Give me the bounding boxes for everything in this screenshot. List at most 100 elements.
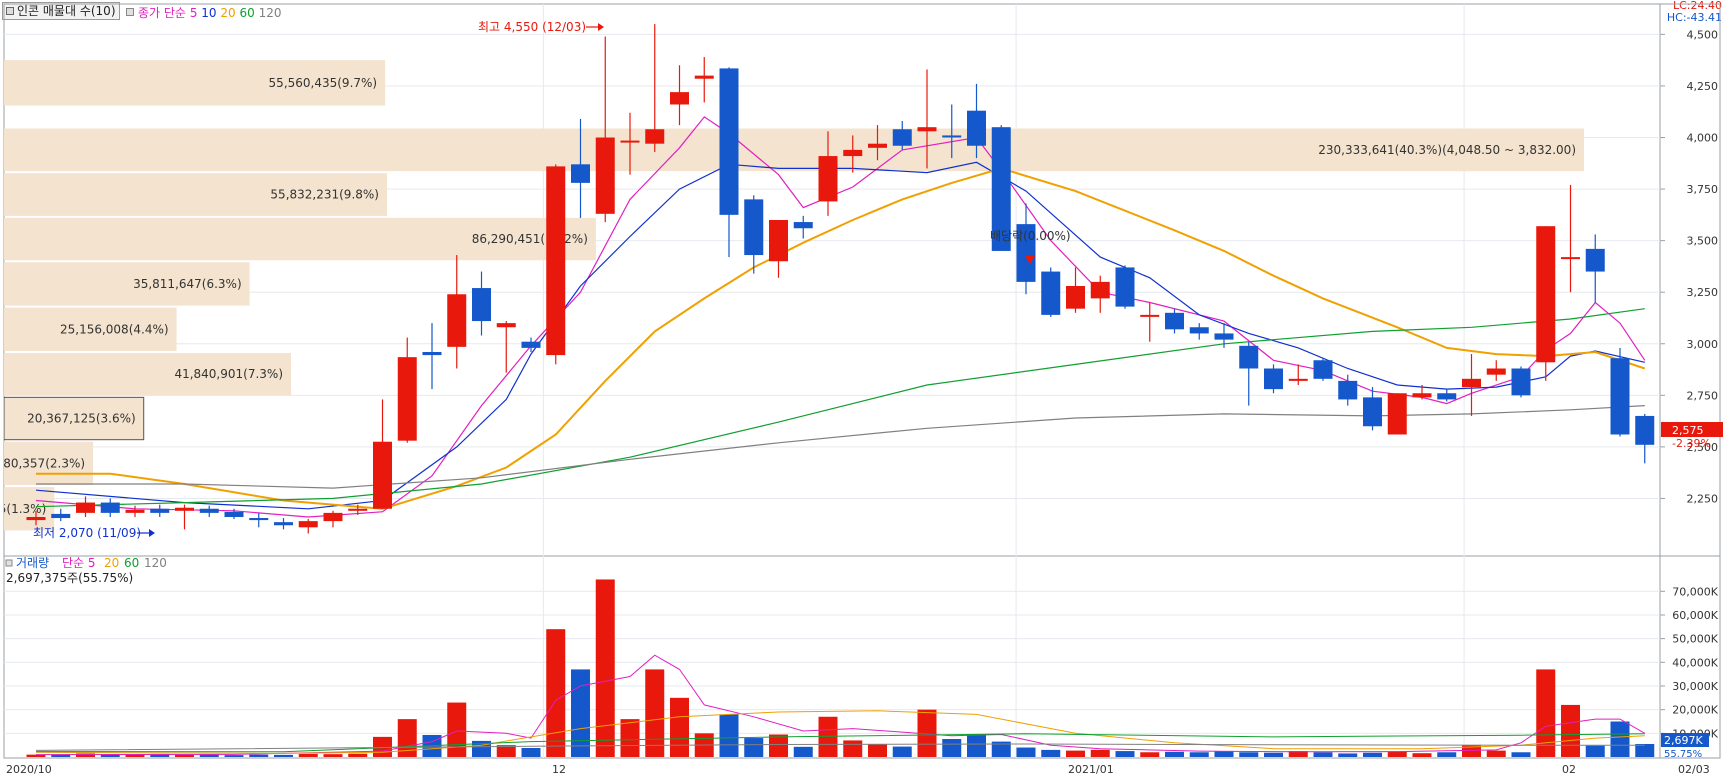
volume-bar (1585, 745, 1605, 757)
candle-body (26, 517, 46, 521)
candle-body (719, 68, 739, 215)
current-price-label: 2,575 (1672, 424, 1704, 437)
ma-legend-5: 5 (189, 6, 198, 20)
candle-body (1610, 358, 1630, 435)
ma-legend-120: 120 (258, 6, 282, 20)
price-tick-label: 4,250 (1687, 80, 1719, 93)
volume-bar (1486, 750, 1506, 757)
volume-bar (719, 714, 739, 757)
candle-body (1585, 248, 1605, 272)
candle-body (1041, 271, 1061, 315)
volume-bar (1387, 751, 1407, 757)
volume-legend-60: 60 (124, 556, 139, 570)
candle-body (397, 357, 417, 441)
volume-bar (1437, 752, 1457, 757)
volume-profile-band (4, 396, 145, 441)
volume-bar (595, 579, 615, 757)
candle-body (150, 508, 170, 513)
price-tick-label: 2,500 (1687, 441, 1719, 454)
volume-bar (521, 748, 541, 757)
volume-profile-label: 55,560,435(9.7%) (269, 76, 378, 90)
candle-body (496, 323, 516, 328)
candle-body (1635, 415, 1655, 445)
volume-tick-label: 70,000K (1672, 585, 1718, 598)
volume-tick-label: 20,000K (1672, 704, 1718, 717)
low-arrowhead-icon (149, 529, 155, 537)
volume-profile-label: 25,156,008(4.4%) (60, 322, 169, 336)
low-annotation: 최저 2,070 (11/09) (33, 526, 141, 540)
ma-legend[interactable]: 종가 단순 5 10 20 60 120 (126, 4, 282, 21)
volume-bar (942, 739, 962, 757)
candle-body (348, 508, 368, 511)
candle-body (447, 294, 467, 347)
volume-profile-band (4, 487, 55, 531)
volume-legend-box-icon (5, 559, 13, 567)
volume-bar (1189, 752, 1209, 757)
volume-profile-band (4, 128, 1584, 172)
volume-bar (26, 754, 46, 757)
ma-line-60 (35, 308, 1645, 508)
candle-body (595, 137, 615, 214)
indicator-chip[interactable]: 인콘 매물대 수(10) (2, 2, 120, 20)
candle-body (1412, 393, 1432, 398)
volume-bar (868, 743, 887, 757)
volume-bar (125, 754, 145, 757)
volume-bar (1214, 751, 1234, 757)
candle-body (645, 129, 665, 144)
volume-bar (1165, 751, 1184, 757)
volume-bar (1363, 752, 1382, 757)
volume-profile-label: 41,840,901(7.3%) (174, 367, 283, 381)
candle-body (1165, 312, 1184, 330)
candle-body (793, 222, 813, 229)
current-change-label: -2.39% (1672, 437, 1711, 450)
candle-body (1115, 267, 1135, 307)
volume-bar (1313, 752, 1333, 757)
volume-profile-band (4, 353, 292, 396)
candle-body (769, 220, 788, 262)
volume-profile-band (4, 217, 596, 261)
candle-body (1313, 360, 1333, 379)
volume-bar (1066, 750, 1085, 757)
volume-legend-label[interactable]: 거래량 (16, 556, 49, 570)
candle-body (1338, 380, 1358, 400)
ma-line-20 (36, 167, 1646, 510)
volume-bar (670, 697, 689, 757)
volume-bar (843, 740, 863, 757)
volume-bar (150, 753, 170, 757)
candle-body (1066, 286, 1085, 309)
candle-body (744, 199, 764, 256)
candle-body (1363, 397, 1382, 427)
volume-profile-label: 7,327,145(1.3%) (0, 502, 46, 516)
volume-bar (224, 755, 244, 757)
candle-body (323, 512, 343, 522)
ma-legend-60: 60 (239, 6, 255, 20)
price-tick-label: 3,000 (1687, 338, 1719, 351)
candle-body (620, 140, 640, 143)
volume-bar (1041, 749, 1061, 757)
candle-body (1189, 327, 1209, 334)
lc-hc-readout: LC:24.40 HC:-43.41 (1667, 0, 1722, 24)
volume-bar (249, 754, 269, 757)
volume-bar (1610, 721, 1630, 757)
volume-profile-band (4, 173, 387, 216)
ma-line-10 (35, 161, 1645, 510)
ma-legend-10: 10 (201, 6, 217, 20)
volume-tick-label: 60,000K (1672, 609, 1718, 622)
candle-body (892, 129, 912, 146)
candle-body (298, 521, 318, 528)
current-volume-label: 2,697K (1664, 734, 1703, 747)
volume-legend-120: 120 (144, 556, 167, 570)
candle-body (1264, 368, 1283, 390)
x-label-02: 02 (1562, 763, 1576, 776)
current-price-tag (1661, 422, 1723, 437)
candle-body (967, 110, 986, 146)
volume-bar (1140, 752, 1160, 757)
indicator-chip-label: 인콘 매물대 수(10) (17, 4, 116, 18)
volume-legend-ma[interactable]: 단순 5 (62, 556, 96, 570)
volume-bar (967, 734, 986, 757)
candle-body (472, 288, 491, 322)
price-tick-label: 4,000 (1687, 132, 1719, 145)
price-tick-label: 4,500 (1687, 28, 1719, 41)
